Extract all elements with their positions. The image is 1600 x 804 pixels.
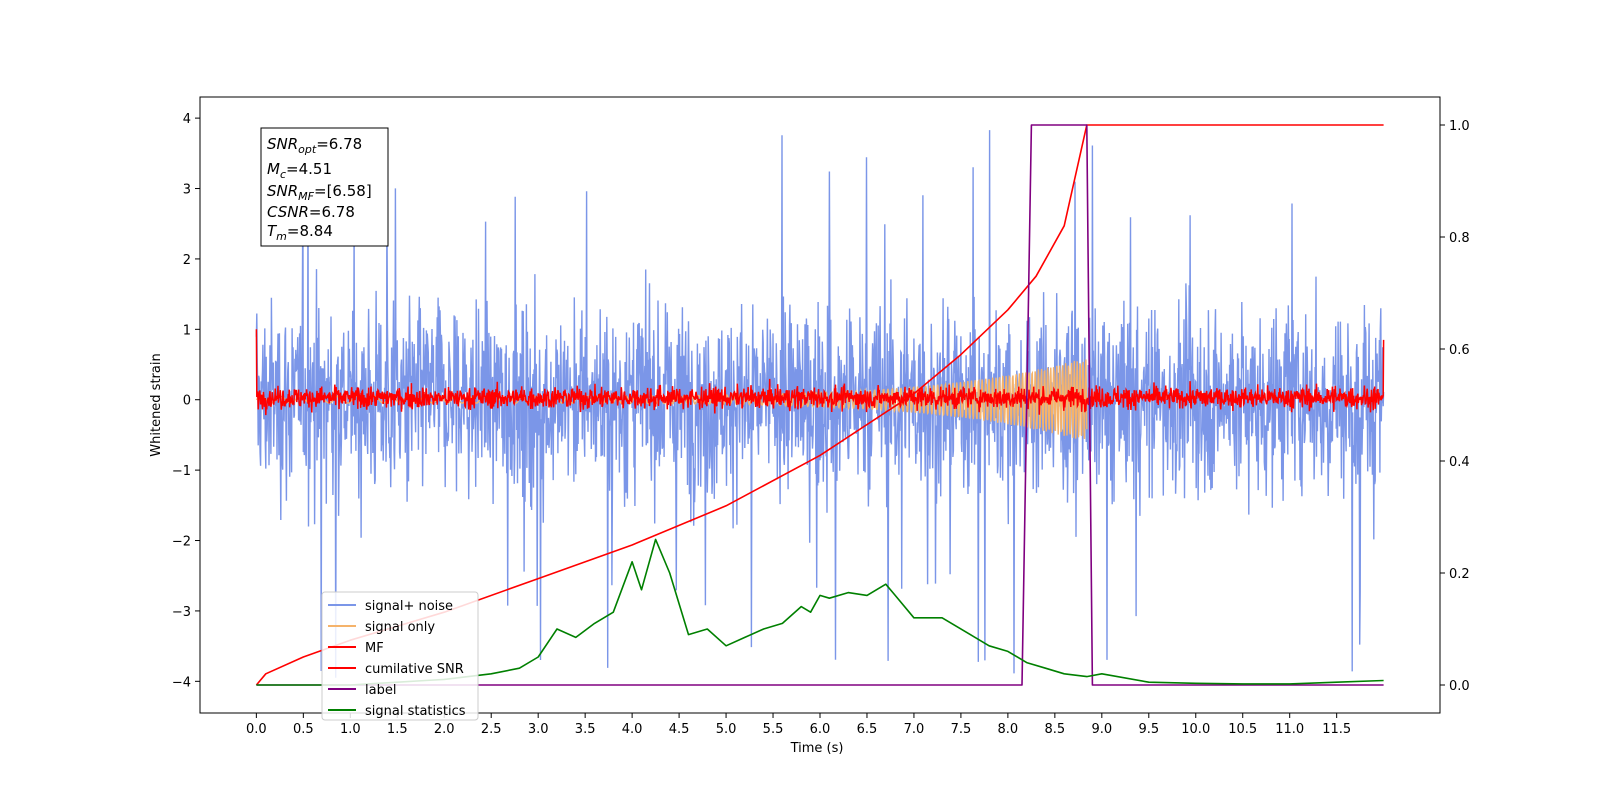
legend-label: cumilative SNR bbox=[365, 662, 464, 677]
y2-tick-label: 0.6 bbox=[1449, 343, 1470, 358]
x-axis: 0.0 0.5 1.0 1.5 2.0 2.5 3.0 3.5 4.0 4.5 5.0 5.5 6.0 6… bbox=[246, 713, 1351, 737]
x-tick-label: 4.0 bbox=[622, 722, 643, 737]
x-tick-label: 7.5 bbox=[951, 722, 972, 737]
x-tick-label: 0.0 bbox=[246, 722, 267, 737]
y-tick-label: −1 bbox=[172, 464, 191, 479]
y2-tick-label: 0.0 bbox=[1449, 679, 1470, 694]
legend-entry: cumilative SNR bbox=[328, 662, 464, 677]
x-axis-label: Time (s) bbox=[790, 741, 844, 756]
y-tick-label: 0 bbox=[183, 394, 191, 409]
y-axis-left: 4 3 2 1 0 −1 −2 −3 −4 bbox=[172, 112, 200, 690]
x-tick-label: 11.0 bbox=[1275, 722, 1304, 737]
legend-entry: signal only bbox=[328, 620, 435, 635]
y-tick-label: 4 bbox=[183, 112, 191, 127]
series-signal-noise bbox=[255, 130, 1385, 678]
legend-entry: label bbox=[328, 683, 396, 698]
y-tick-label: −2 bbox=[172, 535, 191, 550]
y-tick-label: 1 bbox=[183, 323, 191, 338]
x-tick-label: 6.0 bbox=[810, 722, 831, 737]
x-tick-label: 9.5 bbox=[1138, 722, 1159, 737]
x-tick-label: 11.5 bbox=[1322, 722, 1351, 737]
x-tick-label: 0.5 bbox=[293, 722, 314, 737]
y2-tick-label: 1.0 bbox=[1449, 119, 1470, 134]
x-tick-label: 1.0 bbox=[340, 722, 361, 737]
x-tick-label: 4.5 bbox=[669, 722, 690, 737]
info-snr-mf: SNRMF=[6.58] bbox=[267, 182, 372, 203]
y-tick-label: −3 bbox=[172, 605, 191, 620]
x-tick-label: 8.0 bbox=[998, 722, 1019, 737]
x-tick-label: 8.5 bbox=[1045, 722, 1066, 737]
y2-tick-label: 0.8 bbox=[1449, 231, 1470, 246]
series-mf bbox=[255, 329, 1385, 416]
y-tick-label: 2 bbox=[183, 253, 191, 268]
x-tick-label: 3.5 bbox=[575, 722, 596, 737]
legend-frame bbox=[321, 591, 479, 721]
x-tick-label: 9.0 bbox=[1091, 722, 1112, 737]
y-tick-label: 3 bbox=[183, 183, 191, 198]
info-csnr: CSNR=6.78 bbox=[267, 203, 355, 221]
x-tick-label: 10.5 bbox=[1228, 722, 1257, 737]
series-label bbox=[256, 124, 1384, 686]
info-tm: Tm=8.84 bbox=[267, 222, 333, 243]
y-tick-label: −4 bbox=[172, 675, 191, 690]
x-tick-label: 5.0 bbox=[716, 722, 737, 737]
info-box-frame bbox=[260, 127, 389, 247]
info-mc: Mc=4.51 bbox=[267, 160, 332, 181]
legend: signal+ noise signal only MF cumilative … bbox=[321, 591, 479, 721]
x-tick-label: 3.0 bbox=[528, 722, 549, 737]
info-snr-opt: SNRopt=6.78 bbox=[267, 135, 362, 156]
legend-label: MF bbox=[365, 641, 384, 656]
legend-label: label bbox=[365, 683, 396, 698]
x-tick-label: 1.5 bbox=[387, 722, 408, 737]
series-signal-statistics bbox=[256, 538, 1384, 686]
legend-entry: signal+ noise bbox=[328, 599, 453, 614]
x-tick-label: 5.5 bbox=[763, 722, 784, 737]
legend-label: signal statistics bbox=[365, 704, 466, 719]
x-tick-label: 7.0 bbox=[904, 722, 925, 737]
x-tick-label: 10.0 bbox=[1181, 722, 1210, 737]
y-axis-right: 1.0 0.8 0.6 0.4 0.2 0.0 bbox=[1440, 119, 1470, 694]
legend-label: signal only bbox=[365, 620, 435, 635]
y2-tick-label: 0.2 bbox=[1449, 567, 1470, 582]
x-tick-label: 2.5 bbox=[481, 722, 502, 737]
info-box: SNRopt=6.78 Mc=4.51 SNRMF=[6.58] CSNR=6.… bbox=[260, 127, 389, 247]
legend-entry: signal statistics bbox=[328, 704, 466, 719]
x-tick-label: 6.5 bbox=[857, 722, 878, 737]
x-tick-label: 2.0 bbox=[434, 722, 455, 737]
y-axis-label: Whitened strain bbox=[149, 353, 164, 456]
y2-tick-label: 0.4 bbox=[1449, 455, 1470, 470]
legend-entry: MF bbox=[328, 641, 384, 656]
legend-label: signal+ noise bbox=[365, 599, 453, 614]
